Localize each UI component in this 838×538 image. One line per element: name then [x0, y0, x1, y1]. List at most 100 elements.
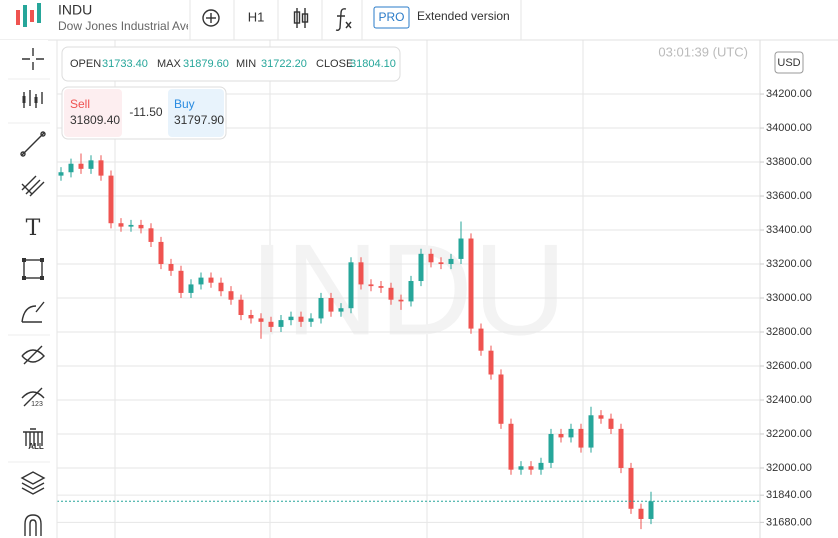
sell-button[interactable] — [64, 89, 122, 137]
y-tick-label: 32600.00 — [766, 360, 812, 372]
buy-label: Buy — [174, 97, 195, 111]
candle-body — [168, 264, 174, 271]
y-tick-label: 33200.00 — [766, 258, 812, 270]
measure-tool[interactable] — [21, 387, 45, 407]
candle-body — [158, 241, 164, 265]
candle-body — [618, 428, 624, 468]
y-tick-label: 34200.00 — [766, 88, 812, 100]
candle-body — [98, 160, 104, 176]
indicator-tool[interactable] — [22, 90, 43, 108]
y-tick-label: 33600.00 — [766, 190, 812, 202]
candle-body — [348, 262, 354, 309]
y-tick-label: 32400.00 — [766, 394, 812, 406]
chart-type-button[interactable] — [293, 8, 309, 28]
candle-body — [198, 277, 204, 285]
fib-tool[interactable] — [21, 175, 45, 197]
candle-body — [78, 163, 84, 169]
candle-body — [318, 298, 324, 319]
candle-body — [468, 238, 474, 329]
extended-version[interactable]: Extended version — [417, 9, 510, 23]
candle-body — [378, 286, 384, 288]
y-tick-label: 32200.00 — [766, 428, 812, 440]
pro-badge-box[interactable] — [373, 6, 410, 29]
symbol-name: Dow Jones Industrial Ave — [58, 19, 193, 33]
candle-body — [288, 316, 294, 321]
candle-body — [568, 428, 574, 438]
buy-button[interactable] — [168, 89, 224, 137]
candle-body — [648, 501, 654, 519]
candle-body — [368, 284, 374, 287]
y-tick-label: 34000.00 — [766, 122, 812, 134]
left-toolbar — [0, 40, 48, 538]
y-tick-label: 32000.00 — [766, 462, 812, 474]
candle-body — [428, 253, 434, 263]
candle-body — [358, 262, 364, 285]
candle-body — [278, 320, 284, 327]
candle-body — [638, 508, 644, 519]
close-value: 31804.10 — [350, 58, 396, 70]
candle-body — [538, 462, 544, 470]
max-value: 31879.60 — [183, 58, 229, 70]
candle-body — [178, 270, 184, 293]
delete-badge: ALL — [28, 442, 44, 451]
candle-body — [58, 172, 64, 176]
line-tool[interactable] — [20, 131, 46, 157]
candle-body — [308, 318, 314, 322]
candle-body — [388, 287, 394, 300]
text-tool[interactable]: T — [26, 216, 41, 241]
buy-price: 31797.90 — [174, 113, 224, 127]
candle-body — [548, 433, 554, 463]
candle-body — [408, 281, 414, 302]
candle-body — [338, 308, 344, 312]
y-tick-label: 33400.00 — [766, 224, 812, 236]
candle-body — [188, 284, 194, 293]
candles — [57, 153, 760, 530]
symbol[interactable]: INDU — [58, 2, 92, 18]
candle-body — [238, 299, 244, 316]
candle-body — [258, 318, 264, 322]
crosshair-tool[interactable] — [22, 48, 44, 70]
y-tick-label: 31840.00 — [766, 489, 812, 501]
brush-tool[interactable] — [21, 301, 45, 323]
candle-body — [528, 466, 534, 470]
candle-body — [88, 160, 94, 169]
min-value: 31722.20 — [261, 58, 307, 70]
price-axis: 34200.00 34000.00 33800.00 33600.00 33400.00… — [760, 88, 812, 528]
candle-body — [128, 224, 134, 227]
sell-price: 31809.40 — [70, 113, 120, 127]
candle-body — [328, 298, 334, 312]
candle-body — [118, 223, 124, 227]
candle-body — [68, 163, 74, 173]
open-label: OPEN — [70, 58, 101, 70]
currency-box[interactable] — [774, 51, 804, 74]
pro-badge: PRO — [378, 10, 404, 24]
candle-body — [438, 262, 444, 265]
logo — [16, 3, 41, 27]
max-label: MAX — [157, 58, 182, 70]
y-tick-label: 33000.00 — [766, 292, 812, 304]
candle-body — [558, 433, 564, 438]
y-tick-label: 32800.00 — [766, 326, 812, 338]
layers-tool[interactable] — [20, 471, 46, 495]
candle-body — [268, 321, 274, 327]
candle-body — [418, 253, 424, 282]
spread: -11.50 — [129, 105, 162, 119]
magnet-tool[interactable] — [24, 514, 42, 536]
candle-body — [108, 175, 114, 224]
timeframe[interactable]: H1 — [248, 9, 265, 24]
add-indicator-button[interactable] — [202, 9, 220, 27]
formula-button[interactable] — [335, 8, 352, 31]
shape-tool[interactable] — [22, 258, 44, 280]
hide-tool[interactable] — [21, 345, 45, 365]
candle-body — [628, 467, 634, 509]
candle-body — [588, 415, 594, 448]
candle-body — [248, 315, 254, 319]
candle-body — [478, 328, 484, 351]
candle-body — [138, 224, 144, 229]
measure-badge: 123 — [31, 401, 43, 408]
delete-tool[interactable] — [23, 428, 43, 446]
y-tick-label: 31680.00 — [766, 516, 812, 528]
watermark: INDU — [249, 216, 567, 362]
sell-label: Sell — [70, 97, 90, 111]
